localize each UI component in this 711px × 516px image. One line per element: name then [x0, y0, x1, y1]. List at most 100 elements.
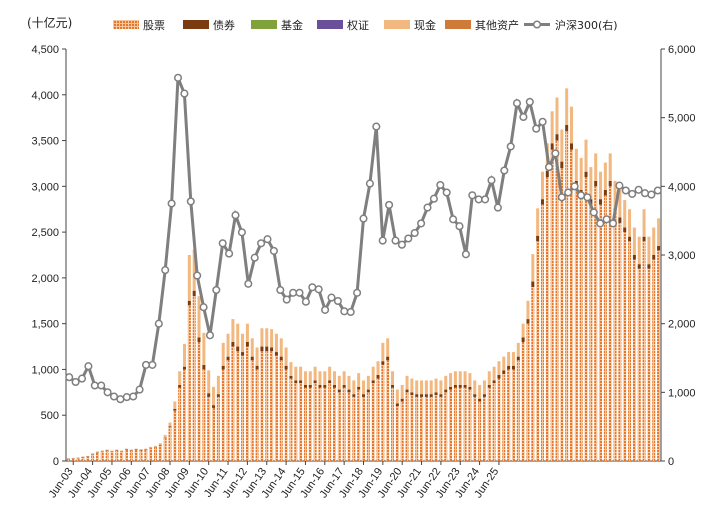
bar-segment — [550, 149, 554, 461]
bar-segment — [478, 385, 482, 399]
bar-segment — [579, 195, 583, 462]
bar-segment — [192, 296, 196, 461]
csi300-point — [333, 296, 342, 306]
right-tick-label: 4,000 — [668, 181, 696, 193]
bar-segment — [420, 394, 424, 397]
bar-segment — [632, 255, 636, 260]
bar-segment — [337, 389, 341, 393]
csi300-point — [289, 288, 298, 297]
bar-segment — [468, 386, 472, 390]
bar-segment — [589, 204, 593, 461]
bar-segment — [221, 369, 225, 461]
bar-segment — [570, 149, 574, 461]
left-tick-label: 2,000 — [31, 273, 59, 285]
right-tick-label: 3,000 — [668, 250, 696, 262]
csi300-point — [346, 307, 355, 317]
bar-segment — [81, 457, 85, 461]
bar-segment — [647, 264, 651, 269]
bar-segment — [366, 375, 370, 390]
bar-segment — [449, 386, 453, 390]
csi300-point — [608, 219, 618, 228]
bar-segment — [337, 375, 341, 390]
csi300-point — [250, 253, 259, 262]
bar-segment — [153, 447, 157, 461]
bar-segment — [347, 375, 351, 390]
bar-segment — [163, 434, 167, 438]
csi300-point — [295, 288, 304, 297]
bar-segment — [555, 97, 559, 135]
csi300-point — [263, 235, 272, 244]
csi300-point — [525, 97, 534, 106]
bar-segment — [410, 392, 414, 396]
bar-segment — [424, 394, 428, 397]
left-tick-label: 500 — [41, 410, 59, 422]
bar-segment — [540, 199, 544, 205]
csi300-point — [231, 211, 240, 220]
bar-segment — [270, 347, 274, 352]
bar-segment — [594, 186, 598, 461]
csi300-point — [544, 163, 554, 172]
legend-label: 权证 — [347, 19, 369, 32]
bar-segment — [313, 380, 317, 384]
csi300-point — [442, 188, 451, 197]
bar-segment — [473, 380, 477, 395]
bar-segment — [270, 329, 274, 348]
bar-segment — [540, 204, 544, 461]
bar-segment — [299, 380, 303, 384]
bar-segment — [105, 449, 109, 451]
csi300-point — [148, 360, 157, 369]
csi300-point — [596, 219, 605, 228]
bar-segment — [342, 385, 346, 388]
csi300-point — [493, 203, 502, 212]
bar-segment — [434, 378, 438, 393]
bar-segment — [207, 396, 211, 461]
csi300-point — [385, 200, 394, 209]
csi300-point — [237, 228, 246, 237]
csi300-point — [167, 199, 176, 208]
bar-segment — [516, 342, 520, 357]
bar-segment — [516, 360, 520, 461]
right-tick-label: 0 — [668, 456, 674, 468]
bar-segment — [637, 268, 641, 461]
line-series — [65, 73, 662, 404]
bar-segment — [579, 157, 583, 190]
bar-segment — [255, 365, 259, 370]
bar-segment — [371, 383, 375, 461]
bar-segment — [400, 401, 404, 461]
bar-segment — [623, 232, 627, 461]
bar-segment — [391, 371, 395, 386]
bar-segment — [526, 319, 530, 324]
csi300-point — [429, 194, 438, 203]
csi300-point — [570, 182, 579, 191]
bar-segment — [110, 450, 114, 452]
bar-segment — [531, 281, 535, 288]
bar-segment — [299, 366, 303, 381]
bar-segment — [540, 171, 544, 200]
bar-segment — [429, 394, 433, 397]
bar-segment — [86, 456, 90, 461]
bar-segment — [424, 380, 428, 395]
legend: 股票 债券 基金 权证 现金 其他资产 沪深300(右) — [113, 18, 618, 32]
bar-segment — [284, 347, 288, 366]
csi300-point — [129, 392, 138, 401]
csi300-point — [186, 197, 195, 206]
bar-segment — [497, 374, 501, 379]
bar-segment — [149, 448, 153, 461]
csi300-point — [583, 193, 592, 202]
bar-segment — [420, 396, 424, 461]
bar-segment — [323, 387, 327, 461]
legend-label: 债券 — [213, 18, 235, 32]
bar-segment — [608, 153, 612, 181]
bar-segment — [405, 375, 409, 390]
bar-segment — [453, 371, 457, 386]
bar-segment — [647, 236, 651, 265]
bar-segment — [424, 396, 428, 461]
bar-segment — [168, 426, 172, 428]
bar-segment — [120, 450, 124, 452]
bar-segment — [294, 383, 298, 461]
csi300-point — [506, 142, 515, 151]
csi300-point — [538, 117, 547, 126]
bar-segment — [328, 366, 332, 381]
bar-segment — [502, 374, 506, 461]
csi300-point — [474, 195, 483, 204]
